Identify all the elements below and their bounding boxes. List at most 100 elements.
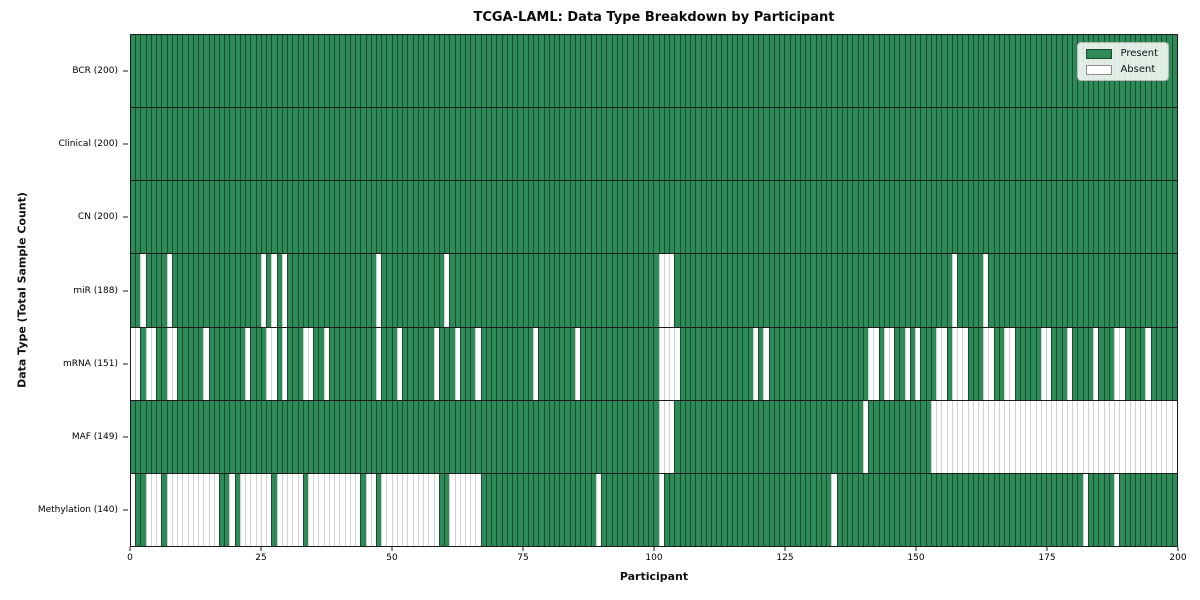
heatmap-cell (841, 108, 848, 181)
heatmap-cell (302, 254, 308, 327)
heatmap-cell (747, 108, 753, 181)
heatmap-cell (611, 400, 617, 473)
y-tick-mark (123, 143, 128, 145)
heatmap-cell (1009, 400, 1015, 473)
heatmap-row-methylation (131, 473, 1177, 546)
heatmap-cell (648, 473, 654, 546)
heatmap-cell (998, 400, 1005, 473)
heatmap-cell (131, 181, 136, 254)
heatmap-cell (203, 108, 209, 181)
heatmap-cell (941, 400, 947, 473)
heatmap-cell (156, 327, 162, 400)
heatmap-cell (381, 473, 387, 546)
heatmap-cell (1150, 327, 1156, 400)
heatmap-cell (752, 254, 759, 327)
heatmap-cell (585, 473, 591, 546)
heatmap-cell (423, 254, 429, 327)
heatmap-cell (899, 473, 905, 546)
heatmap-cell (1150, 181, 1156, 254)
heatmap-cell (737, 108, 743, 181)
heatmap-cell (805, 181, 811, 254)
heatmap-cell (323, 400, 329, 473)
heatmap-cell (1035, 35, 1041, 108)
heatmap-cell (501, 327, 507, 400)
heatmap-cell (1103, 327, 1109, 400)
heatmap-cell (187, 327, 193, 400)
heatmap-cell (1030, 181, 1036, 254)
heatmap-cell (470, 35, 476, 108)
heatmap-cell (711, 473, 717, 546)
heatmap-cell (716, 35, 722, 108)
heatmap-cell (548, 35, 554, 108)
heatmap-cell (517, 254, 523, 327)
heatmap-cell (177, 181, 183, 254)
heatmap-cell (768, 327, 774, 400)
heatmap-cell (1030, 108, 1036, 181)
heatmap-cell (150, 108, 157, 181)
heatmap-cell (417, 35, 424, 108)
heatmap-cell (899, 181, 905, 254)
heatmap-cell (1051, 400, 1057, 473)
heatmap-cell (396, 473, 403, 546)
heatmap-cell (794, 400, 800, 473)
heatmap-cell (637, 400, 643, 473)
heatmap-cell (951, 108, 958, 181)
heatmap-cell (616, 108, 623, 181)
heatmap-cell (915, 35, 921, 108)
heatmap-cell (334, 254, 340, 327)
heatmap-cell (721, 108, 727, 181)
heatmap-cell (396, 254, 403, 327)
heatmap-cell (287, 327, 293, 400)
heatmap-cell (292, 181, 298, 254)
heatmap-cell (1019, 181, 1026, 254)
heatmap-cell (899, 108, 905, 181)
heatmap-cell (564, 181, 570, 254)
heatmap-cell (1061, 254, 1067, 327)
y-tick-label-bcr: BCR (200) (72, 65, 118, 76)
heatmap-cell (438, 35, 445, 108)
heatmap-cell (1040, 254, 1047, 327)
heatmap-cell (281, 181, 288, 254)
heatmap-cell (307, 181, 314, 254)
heatmap-cell (930, 254, 937, 327)
heatmap-cell (334, 35, 340, 108)
heatmap-cell (988, 473, 994, 546)
heatmap-cell (145, 35, 151, 108)
heatmap-cell (171, 254, 178, 327)
heatmap-cell (131, 327, 136, 400)
heatmap-cell (831, 327, 837, 400)
heatmap-cell (642, 400, 649, 473)
heatmap-cell (695, 473, 701, 546)
x-tick-mark (653, 547, 655, 551)
heatmap-cell (810, 108, 816, 181)
heatmap-cell (1046, 254, 1052, 327)
heatmap-cell (1171, 181, 1177, 254)
heatmap-cell (559, 254, 565, 327)
heatmap-cell (574, 35, 581, 108)
heatmap-cell (977, 400, 984, 473)
heatmap-cell (632, 327, 638, 400)
heatmap-cell (752, 181, 759, 254)
heatmap-cell (800, 254, 806, 327)
heatmap-cell (805, 327, 811, 400)
heatmap-cell (1061, 181, 1067, 254)
heatmap-cell (868, 327, 874, 400)
heatmap-cell (512, 327, 518, 400)
heatmap-cell (1171, 327, 1177, 400)
heatmap-cell (784, 254, 790, 327)
heatmap-cell (941, 327, 947, 400)
heatmap-cell (449, 181, 455, 254)
heatmap-cell (936, 254, 942, 327)
heatmap-cell (632, 254, 638, 327)
heatmap-cell (533, 35, 539, 108)
heatmap-cell (1087, 181, 1094, 254)
heatmap-cell (679, 181, 685, 254)
heatmap-cell (302, 108, 308, 181)
heatmap-cell (381, 327, 387, 400)
heatmap-cell (135, 254, 141, 327)
heatmap-cell (543, 108, 549, 181)
heatmap-cell (847, 400, 853, 473)
heatmap-cell (941, 254, 947, 327)
heatmap-cell (627, 400, 633, 473)
heatmap-cell (292, 35, 298, 108)
